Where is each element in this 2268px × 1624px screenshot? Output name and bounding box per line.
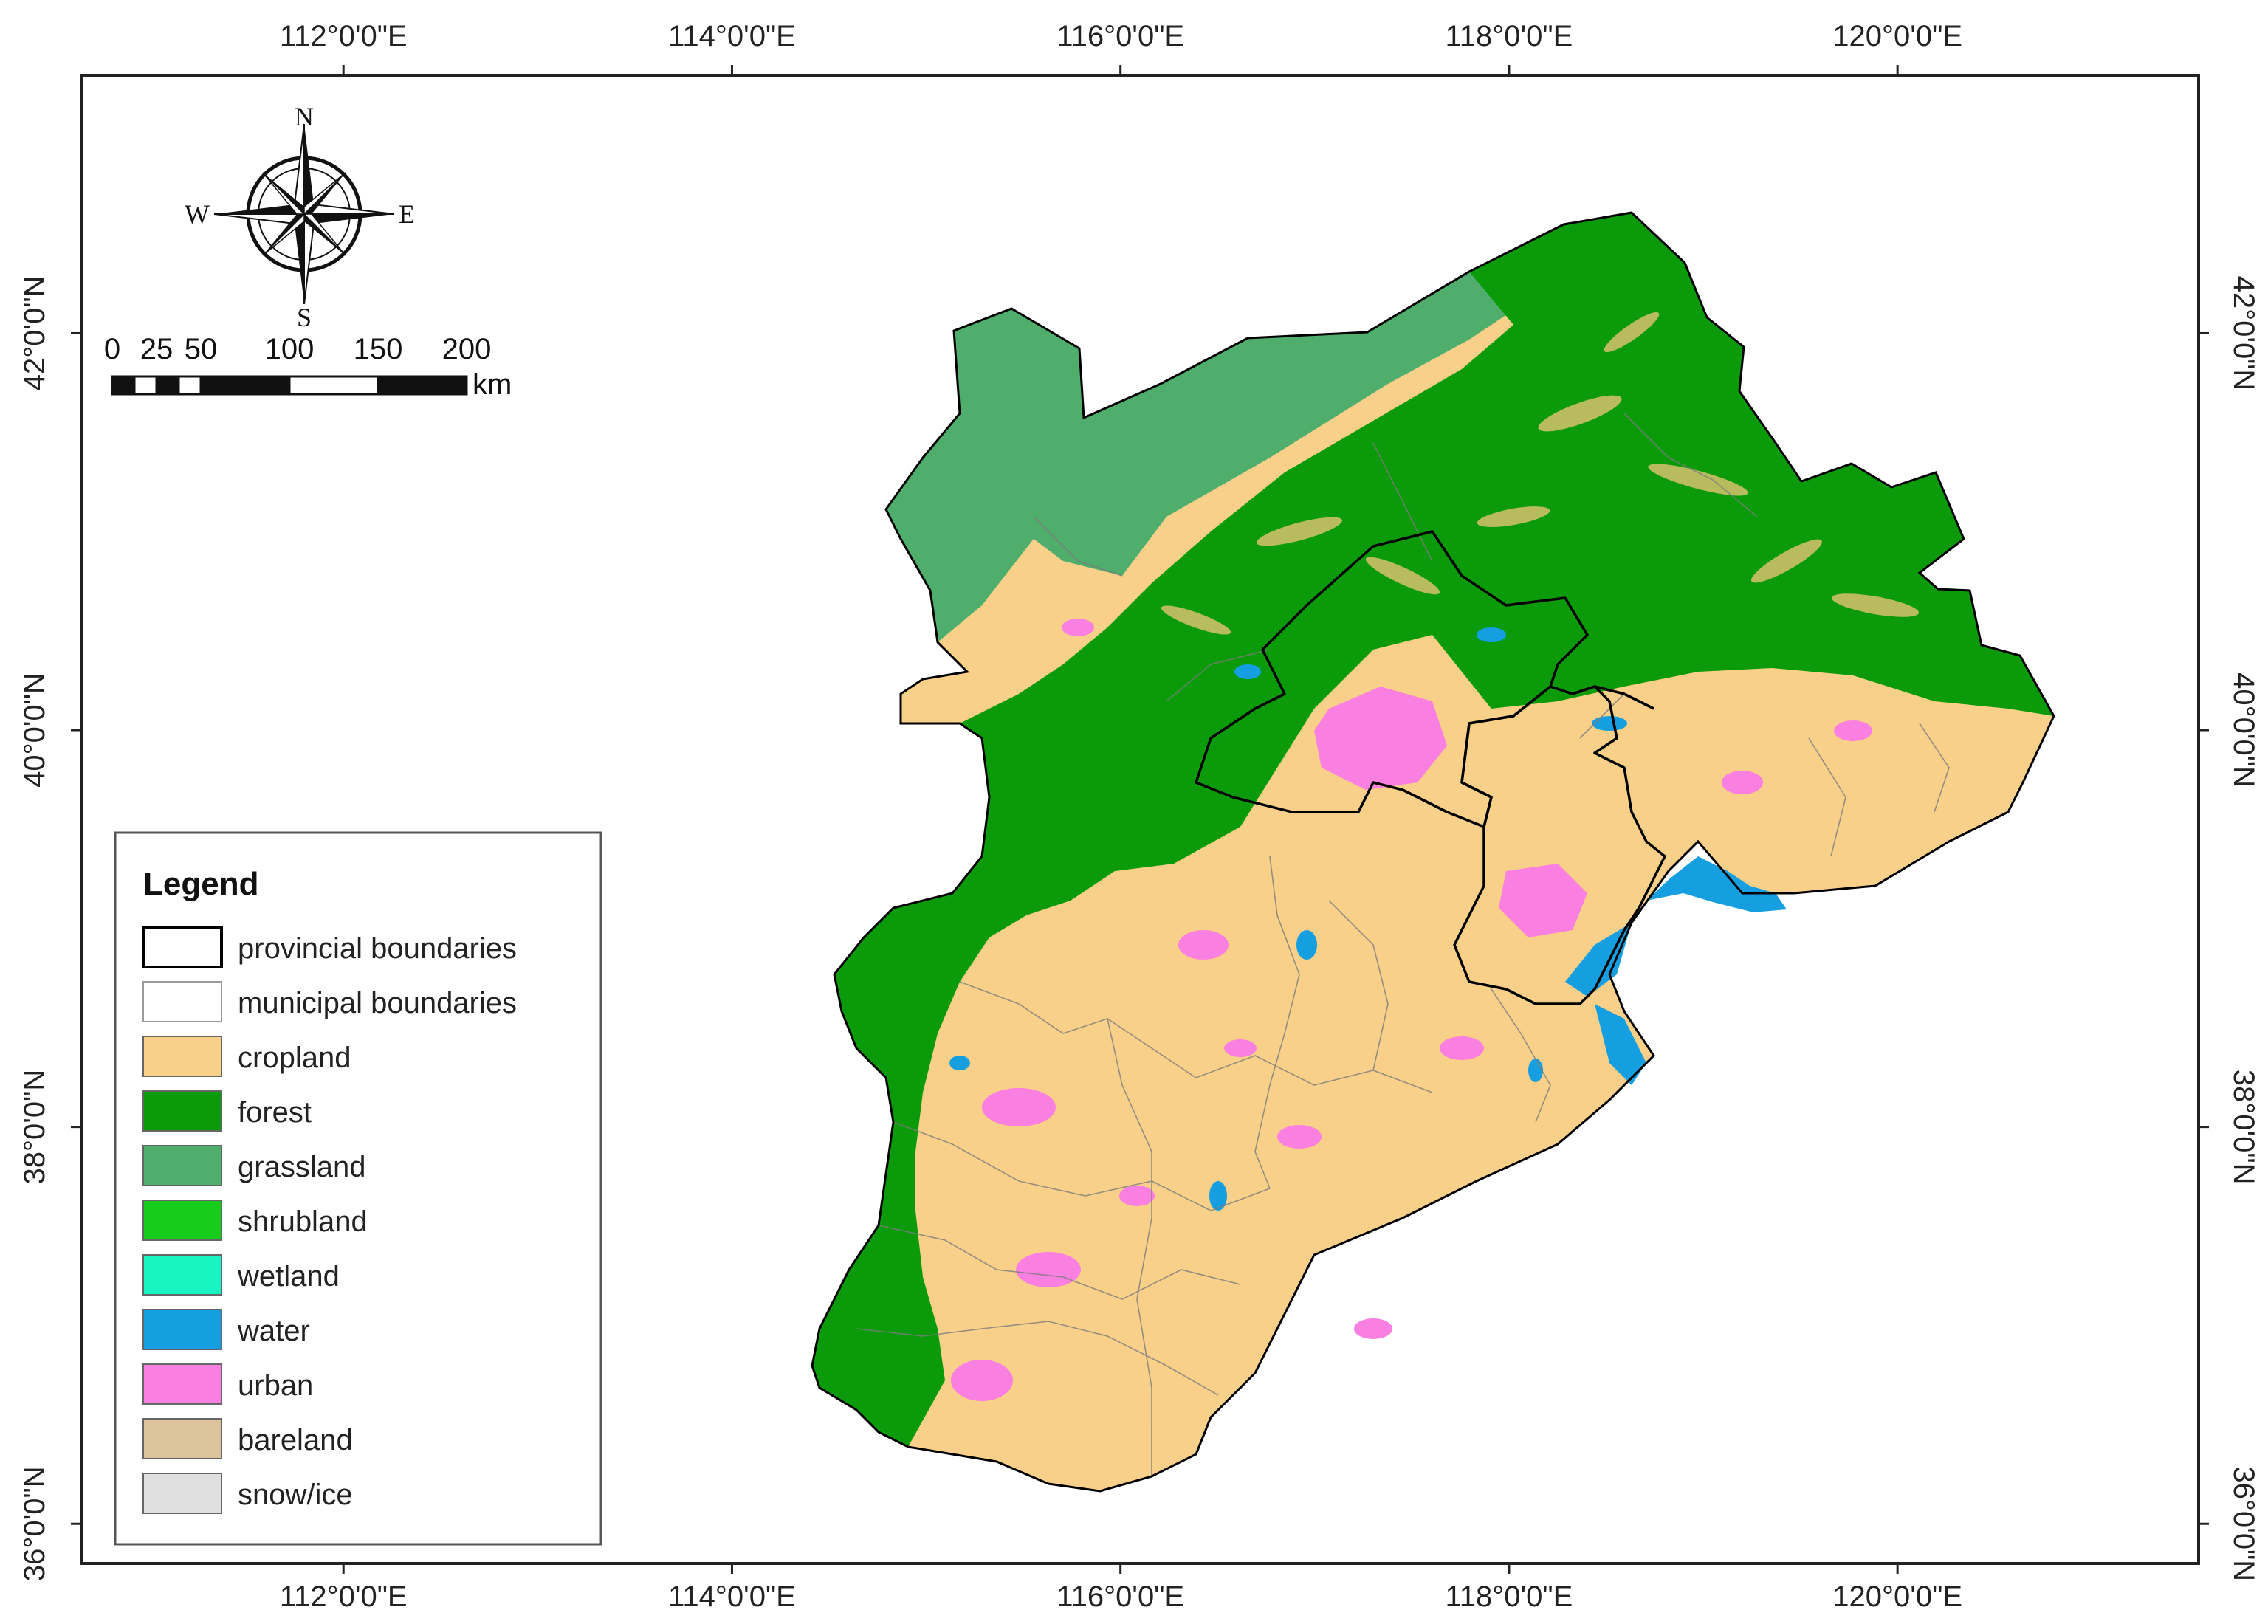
lon-label-top: 114°0'0"E bbox=[668, 20, 796, 52]
legend-label: snow/ice bbox=[238, 1479, 353, 1511]
legend-label: provincial boundaries bbox=[238, 932, 517, 965]
forest-area bbox=[812, 213, 2054, 1447]
water-bodies bbox=[949, 627, 1787, 1211]
legend-swatch bbox=[142, 1254, 222, 1296]
legend-item-water: water bbox=[142, 1309, 310, 1350]
lat-label-left: 42°0'0"N bbox=[18, 276, 51, 391]
compass-n: N bbox=[295, 102, 314, 131]
scale-label-0: 0 bbox=[104, 333, 120, 365]
legend-item-forest: forest bbox=[142, 1090, 312, 1132]
legend-items: provincial boundaries municipal boundarie… bbox=[142, 926, 517, 1514]
lon-label-top: 118°0'0"E bbox=[1446, 20, 1573, 52]
legend-swatch bbox=[142, 1036, 222, 1077]
legend-item-grassland: grassland bbox=[142, 1145, 365, 1186]
legend-item-wetland: wetland bbox=[142, 1254, 340, 1296]
compass-e: E bbox=[399, 199, 415, 229]
compass-w: W bbox=[185, 199, 210, 229]
lat-label-left: 36°0'0"N bbox=[18, 1466, 51, 1581]
legend-item-cropland: cropland bbox=[142, 1036, 351, 1077]
legend-swatch bbox=[142, 1363, 222, 1405]
legend-label: bareland bbox=[238, 1424, 353, 1456]
region-outline bbox=[811, 211, 2055, 1493]
legend-label: municipal boundaries bbox=[238, 987, 517, 1019]
legend-label: water bbox=[237, 1315, 310, 1347]
lat-label-left: 38°0'0"N bbox=[18, 1070, 51, 1185]
study-region bbox=[811, 211, 2055, 1493]
lon-label-top: 120°0'0"E bbox=[1832, 20, 1962, 52]
legend-swatch bbox=[142, 1309, 222, 1350]
legend-item-provincial-boundaries: provincial boundaries bbox=[142, 926, 517, 968]
municipal-boundaries bbox=[856, 413, 1950, 1476]
legend-label: urban bbox=[238, 1369, 313, 1402]
compass-star bbox=[213, 123, 395, 305]
lon-label-top: 116°0'0"E bbox=[1056, 20, 1184, 52]
legend-label: shrubland bbox=[238, 1205, 368, 1238]
legend-swatch bbox=[142, 926, 223, 968]
scale-label-100: 100 bbox=[265, 333, 315, 365]
compass-rose: N S E W bbox=[185, 102, 415, 332]
legend-swatch bbox=[142, 1200, 222, 1241]
compass-s: S bbox=[297, 303, 312, 332]
legend-swatch bbox=[142, 1418, 222, 1459]
scale-label-200: 200 bbox=[442, 333, 492, 365]
lon-label-bottom: 114°0'0"E bbox=[668, 1580, 796, 1613]
lat-label-right: 38°0'0"N bbox=[2227, 1070, 2260, 1185]
legend-title: Legend bbox=[143, 866, 258, 902]
urban-patches bbox=[951, 619, 1872, 1401]
legend: Legend provincial boundaries municipal bo… bbox=[114, 831, 602, 1546]
lon-label-bottom: 112°0'0"E bbox=[280, 1580, 408, 1613]
legend-label: grassland bbox=[238, 1151, 365, 1183]
legend-swatch bbox=[142, 1473, 222, 1514]
scale-unit: km bbox=[472, 368, 512, 401]
legend-item-shrubland: shrubland bbox=[142, 1200, 368, 1241]
scale-label-50: 50 bbox=[185, 333, 218, 365]
legend-label: cropland bbox=[238, 1042, 351, 1074]
legend-item-urban: urban bbox=[142, 1363, 313, 1405]
legend-item-municipal-boundaries: municipal boundaries bbox=[142, 981, 517, 1022]
scale-label-150: 150 bbox=[354, 333, 403, 365]
scale-bar-segments bbox=[111, 375, 468, 396]
legend-swatch bbox=[142, 1145, 222, 1186]
lon-label-bottom: 120°0'0"E bbox=[1832, 1580, 1962, 1613]
scale-bar: 0 25 50 100 150 200 km bbox=[104, 333, 512, 401]
legend-swatch bbox=[142, 981, 222, 1022]
lat-label-left: 40°0'0"N bbox=[18, 672, 51, 788]
legend-swatch bbox=[142, 1090, 222, 1132]
scale-label-25: 25 bbox=[140, 333, 173, 365]
lon-label-bottom: 118°0'0"E bbox=[1446, 1580, 1573, 1613]
legend-item-bareland: bareland bbox=[142, 1418, 353, 1459]
legend-label: forest bbox=[238, 1096, 312, 1129]
legend-label: wetland bbox=[237, 1260, 340, 1293]
lon-label-bottom: 116°0'0"E bbox=[1056, 1580, 1184, 1613]
lat-label-right: 36°0'0"N bbox=[2227, 1466, 2260, 1581]
cropland-patches bbox=[1161, 312, 1920, 635]
provincial-boundaries bbox=[1195, 530, 1666, 1005]
legend-item-snow-ice: snow/ice bbox=[142, 1473, 353, 1514]
lon-label-top: 112°0'0"E bbox=[280, 20, 408, 52]
lat-label-right: 40°0'0"N bbox=[2227, 672, 2260, 788]
grassland-area bbox=[886, 251, 1536, 642]
graticule-ticks: 112°0'0"E 112°0'0"E 114°0'0"E 114°0'0"E 116°… bbox=[18, 20, 2260, 1613]
lat-label-right: 42°0'0"N bbox=[2227, 276, 2260, 391]
